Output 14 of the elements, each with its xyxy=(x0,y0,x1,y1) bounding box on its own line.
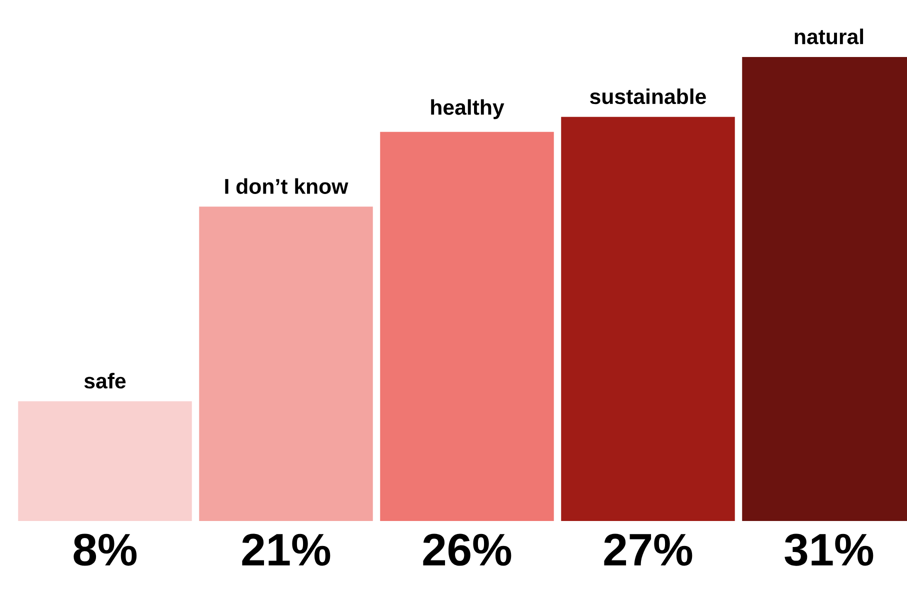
bar xyxy=(561,116,735,521)
data-label: 27% xyxy=(604,534,692,566)
x-tick-label: natural xyxy=(794,28,864,44)
data-label: 21% xyxy=(242,534,330,566)
bar xyxy=(380,132,554,521)
x-tick-label: safe xyxy=(84,372,126,389)
data-label: 26% xyxy=(423,534,512,566)
bar xyxy=(18,401,192,521)
data-label: 31% xyxy=(784,534,874,566)
bar xyxy=(199,206,373,521)
x-tick-label: sustainable xyxy=(590,88,706,104)
x-tick-label: healthy xyxy=(431,99,504,120)
data-label: 8% xyxy=(74,534,137,566)
x-tick-label: I don’t know xyxy=(225,178,348,194)
